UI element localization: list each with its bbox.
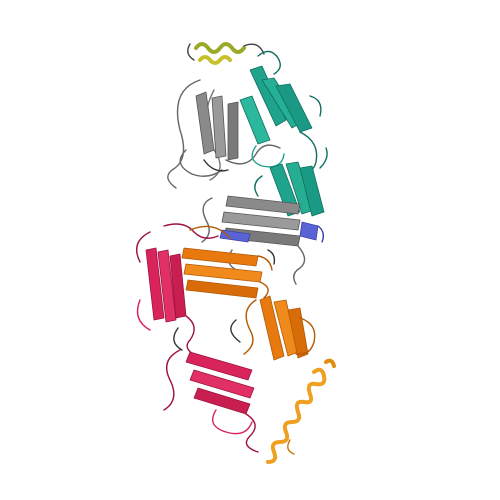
crimson-sheet-upper <box>136 223 219 357</box>
bottom-domain <box>163 159 336 464</box>
dark-coils <box>173 159 276 351</box>
teal-top-sheet <box>239 50 322 175</box>
lower-middle-domain <box>136 223 273 357</box>
gray-top-sheet <box>167 79 281 189</box>
orange-sheet-upper <box>181 225 273 299</box>
olive-helix <box>187 42 265 65</box>
yellow-helix <box>266 358 336 464</box>
orange-sheet-lower <box>230 295 316 361</box>
top-domain <box>167 42 322 189</box>
middle-domain <box>201 147 328 285</box>
crimson-sheet-lower <box>163 349 259 453</box>
blue-segment <box>219 221 325 243</box>
